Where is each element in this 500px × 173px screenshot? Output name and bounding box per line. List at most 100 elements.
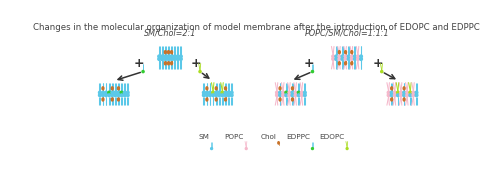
Circle shape bbox=[300, 91, 303, 94]
Circle shape bbox=[285, 91, 288, 94]
Circle shape bbox=[332, 55, 334, 58]
Circle shape bbox=[304, 91, 306, 94]
Circle shape bbox=[409, 91, 412, 94]
Circle shape bbox=[335, 55, 338, 58]
Circle shape bbox=[206, 94, 208, 97]
Circle shape bbox=[158, 55, 160, 58]
Circle shape bbox=[394, 94, 396, 97]
Circle shape bbox=[300, 94, 303, 97]
Ellipse shape bbox=[338, 62, 340, 65]
Circle shape bbox=[396, 94, 399, 97]
Ellipse shape bbox=[118, 98, 120, 101]
Circle shape bbox=[294, 91, 297, 94]
Ellipse shape bbox=[215, 98, 217, 101]
Circle shape bbox=[215, 91, 218, 94]
Circle shape bbox=[282, 91, 284, 94]
Circle shape bbox=[278, 94, 281, 97]
Circle shape bbox=[161, 58, 164, 60]
Circle shape bbox=[180, 55, 182, 58]
Circle shape bbox=[158, 58, 160, 60]
Circle shape bbox=[341, 58, 344, 60]
Text: Chol: Chol bbox=[260, 134, 276, 140]
Circle shape bbox=[344, 58, 347, 60]
Circle shape bbox=[120, 91, 123, 94]
Ellipse shape bbox=[224, 87, 226, 90]
Circle shape bbox=[102, 91, 104, 94]
Circle shape bbox=[332, 58, 334, 60]
Circle shape bbox=[228, 94, 230, 97]
Circle shape bbox=[415, 94, 418, 97]
Circle shape bbox=[338, 55, 340, 58]
Circle shape bbox=[224, 94, 227, 97]
Circle shape bbox=[356, 58, 360, 60]
Ellipse shape bbox=[351, 51, 352, 54]
Ellipse shape bbox=[206, 98, 208, 101]
Circle shape bbox=[218, 91, 220, 94]
Circle shape bbox=[291, 91, 294, 94]
Circle shape bbox=[360, 55, 362, 58]
Circle shape bbox=[202, 91, 205, 94]
Circle shape bbox=[142, 71, 144, 73]
Circle shape bbox=[312, 148, 314, 149]
Ellipse shape bbox=[164, 62, 166, 65]
Circle shape bbox=[400, 91, 402, 94]
Circle shape bbox=[210, 148, 212, 149]
Circle shape bbox=[212, 94, 214, 97]
Ellipse shape bbox=[206, 87, 208, 90]
Circle shape bbox=[180, 58, 182, 60]
Circle shape bbox=[104, 91, 108, 94]
Circle shape bbox=[114, 94, 116, 97]
Circle shape bbox=[176, 55, 179, 58]
Circle shape bbox=[212, 91, 214, 94]
Circle shape bbox=[167, 55, 170, 58]
Ellipse shape bbox=[292, 87, 294, 90]
Text: EDOPC: EDOPC bbox=[320, 134, 345, 140]
Ellipse shape bbox=[112, 98, 113, 101]
Circle shape bbox=[170, 58, 173, 60]
Circle shape bbox=[341, 55, 344, 58]
Ellipse shape bbox=[170, 62, 172, 65]
Circle shape bbox=[102, 94, 104, 97]
Circle shape bbox=[215, 94, 218, 97]
Circle shape bbox=[114, 91, 116, 94]
Circle shape bbox=[380, 71, 383, 73]
Circle shape bbox=[108, 91, 110, 94]
Circle shape bbox=[221, 94, 224, 97]
Circle shape bbox=[176, 58, 179, 60]
Circle shape bbox=[360, 58, 362, 60]
Ellipse shape bbox=[102, 98, 104, 101]
Circle shape bbox=[208, 91, 212, 94]
Ellipse shape bbox=[351, 62, 352, 65]
Circle shape bbox=[174, 55, 176, 58]
Circle shape bbox=[126, 94, 129, 97]
Circle shape bbox=[344, 55, 347, 58]
Circle shape bbox=[348, 58, 350, 60]
Circle shape bbox=[348, 55, 350, 58]
Circle shape bbox=[104, 94, 108, 97]
Circle shape bbox=[98, 91, 101, 94]
Text: POPC: POPC bbox=[224, 134, 244, 140]
Circle shape bbox=[403, 94, 406, 97]
Ellipse shape bbox=[279, 98, 281, 101]
Circle shape bbox=[230, 94, 233, 97]
Ellipse shape bbox=[403, 87, 405, 90]
Ellipse shape bbox=[215, 87, 217, 90]
Circle shape bbox=[412, 94, 414, 97]
Circle shape bbox=[164, 55, 166, 58]
Circle shape bbox=[199, 71, 201, 73]
Circle shape bbox=[117, 94, 120, 97]
Circle shape bbox=[354, 55, 356, 58]
Circle shape bbox=[98, 94, 101, 97]
Circle shape bbox=[206, 91, 208, 94]
Circle shape bbox=[406, 91, 408, 94]
Circle shape bbox=[276, 94, 278, 97]
Circle shape bbox=[278, 91, 281, 94]
Circle shape bbox=[304, 94, 306, 97]
Circle shape bbox=[390, 91, 393, 94]
Circle shape bbox=[403, 91, 406, 94]
Circle shape bbox=[120, 94, 123, 97]
Circle shape bbox=[288, 94, 290, 97]
Circle shape bbox=[350, 55, 353, 58]
Circle shape bbox=[224, 91, 227, 94]
Circle shape bbox=[415, 91, 418, 94]
